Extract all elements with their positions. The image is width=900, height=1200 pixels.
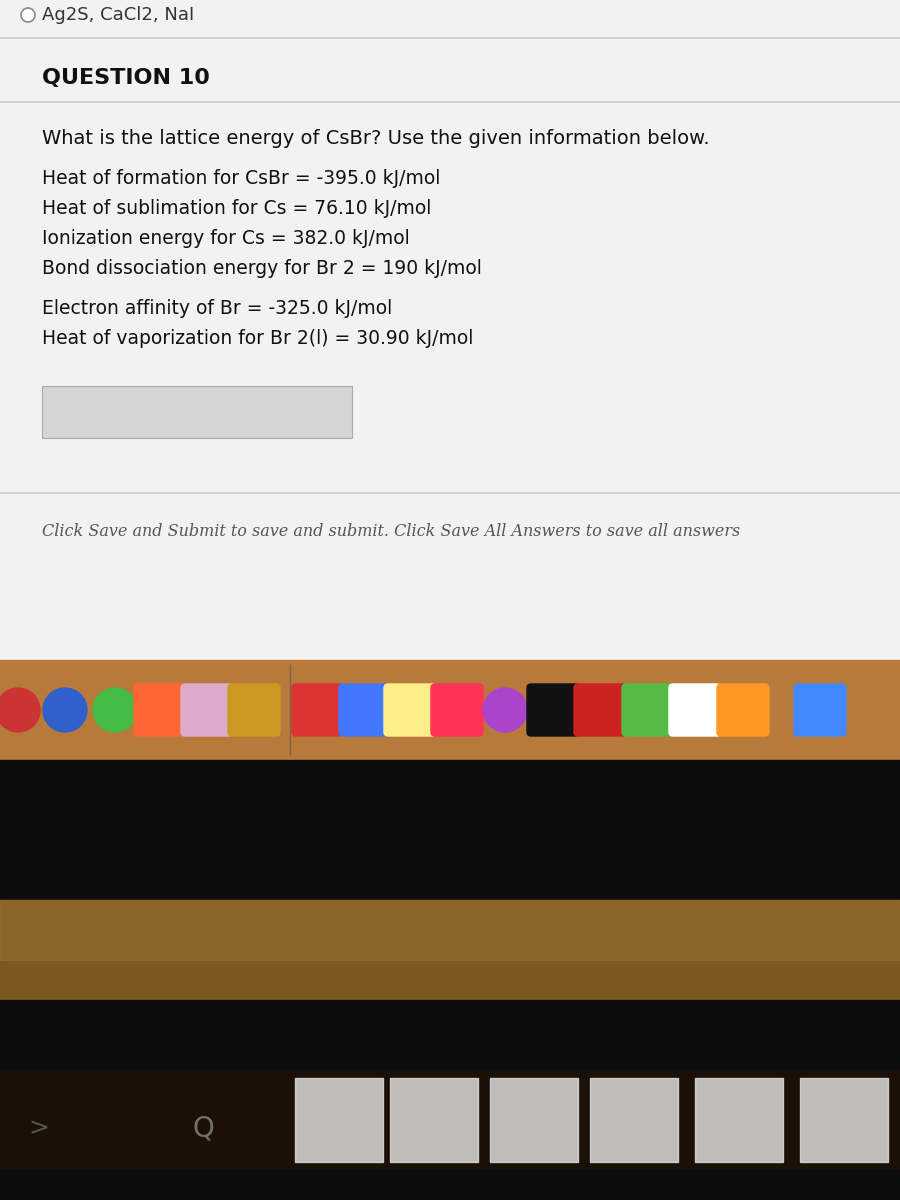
Bar: [42, 386, 352, 438]
Text: Bond dissociation energy for Br 2 = 190 kJ/mol: Bond dissociation energy for Br 2 = 190 …: [42, 258, 482, 277]
FancyBboxPatch shape: [384, 684, 436, 736]
Text: Heat of formation for CsBr = -395.0 kJ/mol: Heat of formation for CsBr = -395.0 kJ/m…: [42, 168, 440, 187]
Text: Heat of sublimation for Cs = 76.10 kJ/mol: Heat of sublimation for Cs = 76.10 kJ/mo…: [42, 198, 431, 217]
FancyBboxPatch shape: [134, 684, 186, 736]
Bar: [0, 900, 900, 1000]
Bar: [0, 660, 900, 760]
FancyBboxPatch shape: [431, 684, 483, 736]
Bar: [295, 1078, 383, 1162]
Bar: [390, 1078, 478, 1162]
Bar: [0, 0, 900, 660]
Bar: [695, 1078, 783, 1162]
Bar: [800, 1078, 888, 1162]
Circle shape: [21, 8, 35, 22]
Text: Ionization energy for Cs = 382.0 kJ/mol: Ionization energy for Cs = 382.0 kJ/mol: [42, 228, 410, 247]
Text: Click Save and Submit to save and submit. Click Save All Answers to save all ans: Click Save and Submit to save and submit…: [42, 522, 740, 540]
Circle shape: [43, 688, 87, 732]
Text: Electron affinity of Br = -325.0 kJ/mol: Electron affinity of Br = -325.0 kJ/mol: [42, 299, 392, 318]
FancyBboxPatch shape: [292, 684, 344, 736]
Bar: [0, 1170, 900, 1200]
FancyBboxPatch shape: [228, 684, 280, 736]
Text: Heat of vaporization for Br 2(l) = 30.90 kJ/mol: Heat of vaporization for Br 2(l) = 30.90…: [42, 329, 473, 348]
Bar: [0, 1070, 900, 1170]
Bar: [490, 1078, 578, 1162]
Circle shape: [483, 688, 527, 732]
Circle shape: [0, 688, 40, 732]
FancyBboxPatch shape: [794, 684, 846, 736]
FancyBboxPatch shape: [669, 684, 721, 736]
Text: What is the lattice energy of CsBr? Use the given information below.: What is the lattice energy of CsBr? Use …: [42, 128, 709, 148]
FancyBboxPatch shape: [181, 684, 233, 736]
Text: QUESTION 10: QUESTION 10: [42, 68, 210, 88]
Text: >: >: [28, 1116, 49, 1140]
Circle shape: [93, 688, 137, 732]
Bar: [590, 1078, 678, 1162]
Text: Q: Q: [192, 1114, 214, 1142]
Bar: [0, 1000, 900, 1070]
Bar: [0, 760, 900, 900]
Bar: [0, 900, 900, 960]
FancyBboxPatch shape: [574, 684, 626, 736]
FancyBboxPatch shape: [339, 684, 391, 736]
FancyBboxPatch shape: [622, 684, 674, 736]
FancyBboxPatch shape: [717, 684, 769, 736]
FancyBboxPatch shape: [527, 684, 579, 736]
Text: Ag2S, CaCl2, NaI: Ag2S, CaCl2, NaI: [42, 6, 194, 24]
